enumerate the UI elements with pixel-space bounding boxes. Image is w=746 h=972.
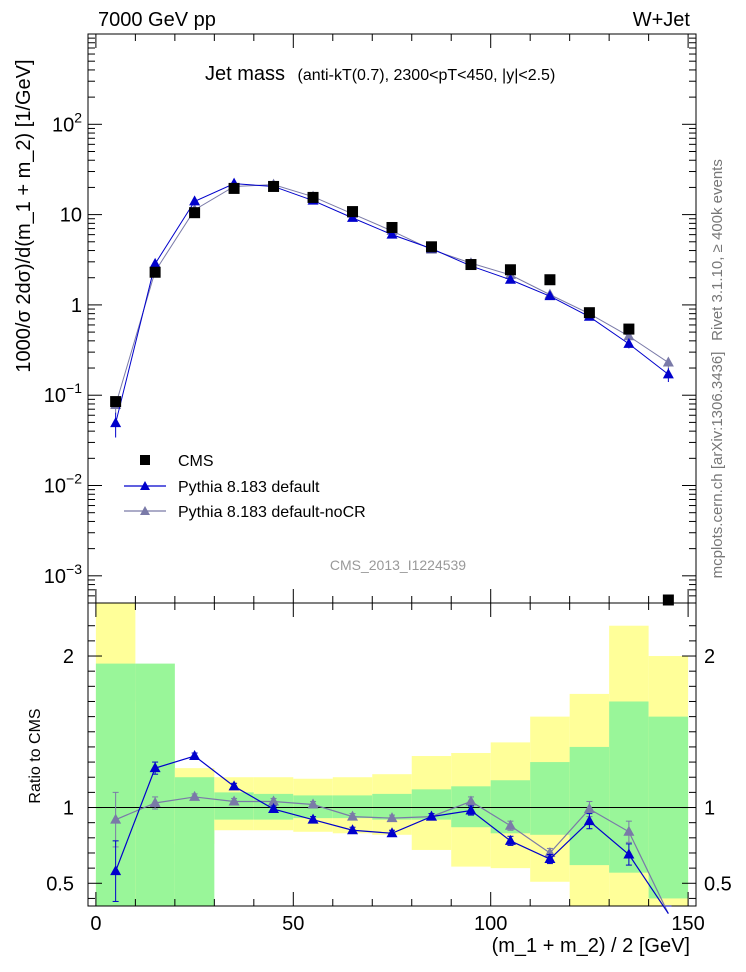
ratio-point-0-7 [386, 827, 398, 838]
main-ytick-label-1: 10−2 [44, 471, 82, 498]
ratio-point-0-6 [347, 824, 359, 835]
ratio-point-1-1 [149, 796, 161, 807]
main-point-1-2 [189, 195, 201, 206]
main-point-2-14 [662, 356, 674, 367]
ratio-point-1-10 [504, 819, 516, 830]
band-inner-1 [135, 663, 175, 906]
ratio-point-0-4 [268, 803, 280, 814]
header-energy-label: 7000 GeV pp [98, 9, 216, 31]
main-y-axis-label: 1000/σ 2dσ)/d(m_1 + m_2) [1/GeV] [13, 59, 35, 372]
cms-point-14 [662, 594, 674, 606]
ratio-ytick-label-right-0: 0.5 [704, 873, 732, 895]
ratio-point-1-13 [623, 825, 635, 836]
ratio-ytick-label-1: 1 [63, 798, 74, 820]
cms-point-8 [425, 241, 437, 253]
ratio-point-0-5 [307, 813, 319, 824]
xtick-label-2: 100 [474, 913, 507, 935]
main-ytick-label-0: 10−3 [44, 561, 82, 588]
cms-point-0 [110, 396, 122, 408]
main-plot-title: Jet mass (anti-kT(0.7), 2300<pT<450, |y|… [205, 63, 555, 85]
legend-label-pythia-nocr: Pythia 8.183 default-noCR [178, 504, 366, 521]
ratio-series-pythia-default [110, 750, 672, 914]
cms-point-13 [623, 323, 635, 335]
ratio-point-1-9 [465, 795, 477, 806]
ratio-ytick-label-right-1: 1 [704, 798, 715, 820]
cms-point-1 [149, 266, 161, 278]
main-ytick-label-5: 102 [52, 109, 82, 136]
ratio-point-1-6 [347, 810, 359, 821]
main-ytick-label-4: 10 [60, 205, 82, 227]
ratio-point-1-3 [228, 795, 240, 806]
ratio-point-1-5 [307, 798, 319, 809]
cms-point-4 [268, 180, 280, 192]
legend-marker-cms [140, 455, 150, 465]
xtick-label-3: 150 [671, 913, 704, 935]
ratio-uncertainty-bands [95, 603, 689, 906]
legend-marker-pythia-default [140, 481, 150, 490]
xtick-label-0: 0 [90, 913, 101, 935]
main-point-1-1 [149, 257, 161, 268]
ratio-point-1-12 [583, 803, 595, 814]
ratio-point-0-13 [623, 848, 635, 859]
legend: CMS Pythia 8.183 default Pythia 8.183 de… [124, 453, 366, 521]
ratio-point-0-8 [425, 810, 437, 821]
x-axis-label: (m_1 + m_2) / 2 [GeV] [492, 935, 690, 957]
rivet-version-label: Rivet 3.1.10, ≥ 400k events [709, 159, 726, 341]
band-inner-11 [530, 762, 570, 835]
main-point-1-7 [386, 228, 398, 239]
analysis-id-watermark: CMS_2013_I1224539 [330, 557, 466, 573]
header-process-label: W+Jet [633, 9, 691, 31]
ratio-point-0-3 [228, 780, 240, 791]
ratio-ytick-label-0: 0.5 [46, 873, 74, 895]
cms-point-11 [544, 274, 556, 286]
main-point-2-13 [623, 330, 635, 341]
main-series-cms [110, 180, 674, 606]
cms-point-9 [465, 259, 477, 271]
main-point-1-13 [623, 337, 635, 348]
ratio-point-1-7 [386, 812, 398, 823]
ratio-ytick-label-right-2: 2 [704, 646, 715, 668]
cms-point-6 [347, 206, 359, 218]
ratio-point-0-1 [149, 762, 161, 773]
ratio-point-1-0 [110, 813, 122, 824]
ratio-y-axis-label: Ratio to CMS [27, 708, 44, 803]
ratio-point-0-9 [465, 804, 477, 815]
ratio-point-0-2 [189, 750, 201, 761]
cms-point-12 [583, 307, 595, 319]
arxiv-label: mcplots.cern.ch [arXiv:1306.3436] [709, 352, 726, 579]
band-inner-6 [332, 795, 373, 819]
main-ytick-label-2: 10−1 [44, 380, 82, 407]
cms-point-2 [189, 207, 201, 219]
ratio-point-0-10 [504, 834, 516, 845]
cms-point-10 [504, 264, 516, 276]
main-point-1-0 [110, 417, 122, 428]
xtick-label-1: 50 [282, 913, 304, 935]
ratio-point-1-2 [189, 790, 201, 801]
main-line-1 [115, 183, 669, 424]
cms-point-7 [386, 221, 398, 233]
main-point-1-11 [544, 290, 556, 301]
main-ytick-label-3: 1 [71, 295, 82, 317]
cms-point-3 [228, 182, 240, 194]
ratio-plot-frame [87, 602, 697, 907]
ratio-ytick-label-2: 2 [63, 646, 74, 668]
legend-marker-pythia-nocr [140, 506, 150, 515]
ratio-point-0-12 [583, 815, 595, 826]
legend-label-pythia-default: Pythia 8.183 default [178, 479, 320, 496]
cms-point-5 [307, 191, 319, 203]
data-series [110, 177, 674, 914]
main-point-1-10 [504, 273, 516, 284]
main-point-1-14 [662, 368, 674, 379]
ratio-point-0-11 [544, 853, 556, 864]
ratio-point-1-4 [268, 795, 280, 806]
legend-label-cms: CMS [178, 453, 214, 470]
ratio-point-0-0 [110, 865, 122, 876]
